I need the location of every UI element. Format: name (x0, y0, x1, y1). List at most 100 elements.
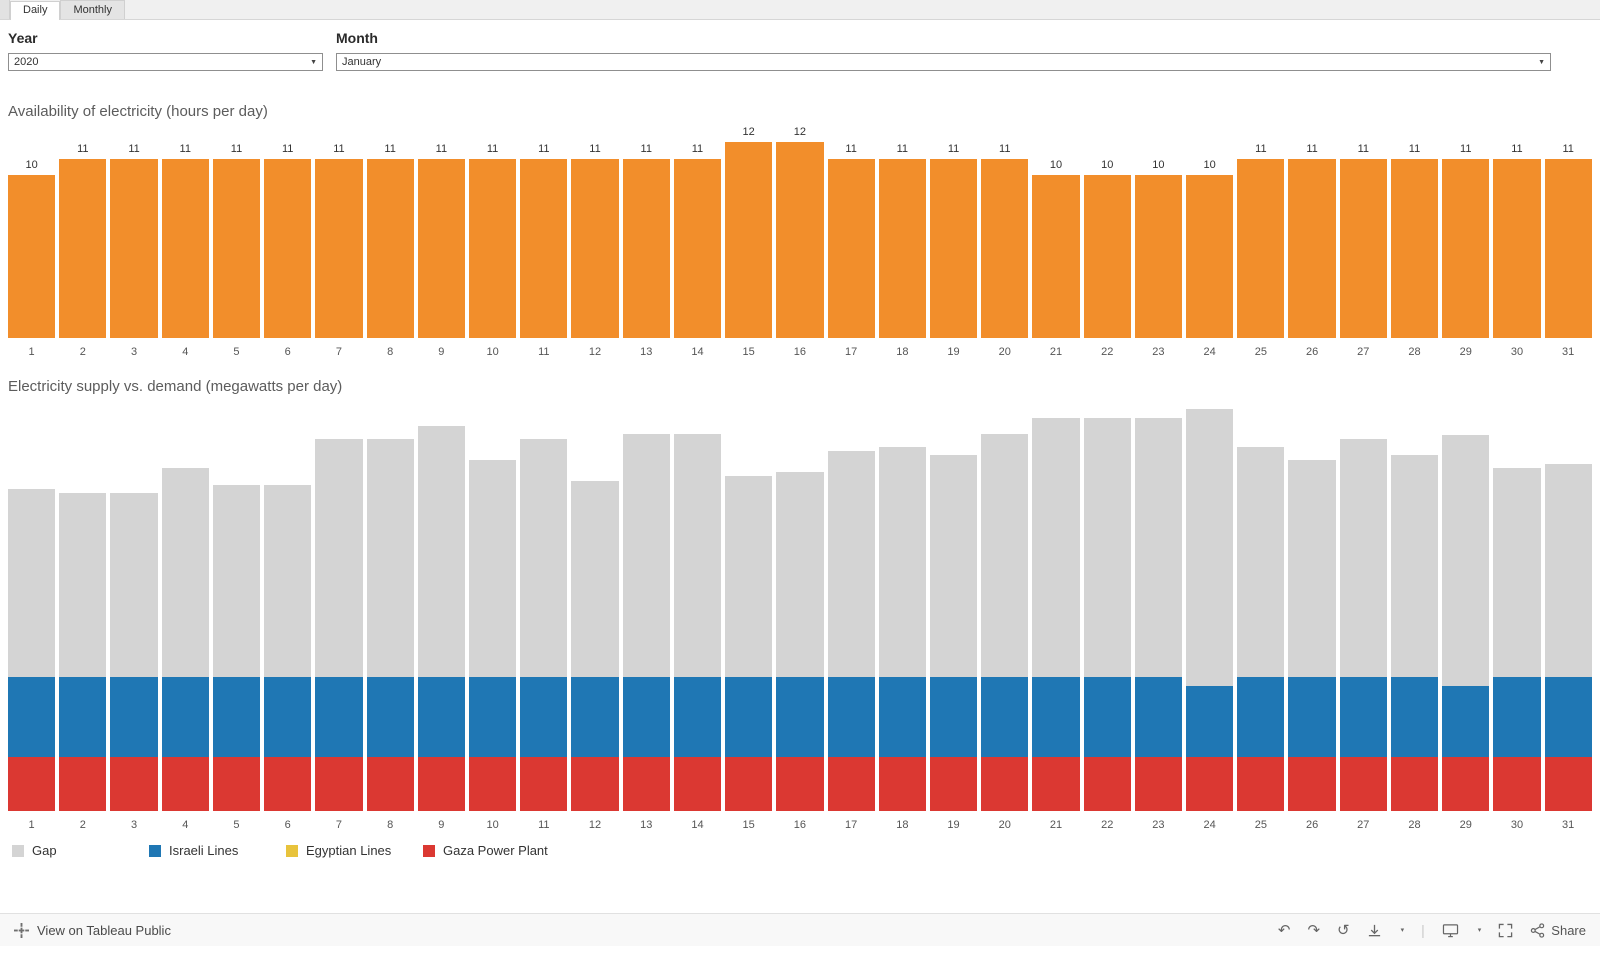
share-button[interactable]: Share (1530, 923, 1586, 938)
hours-bar[interactable] (1134, 175, 1183, 338)
hours-bar[interactable] (725, 142, 773, 338)
supply-bar[interactable] (571, 401, 619, 811)
supply-bar[interactable] (673, 401, 722, 811)
hours-bar[interactable] (1493, 159, 1541, 338)
day-axis-label: 21 (1049, 346, 1063, 358)
supply-bar[interactable] (1390, 401, 1439, 811)
bar-value-label: 11 (1511, 143, 1523, 155)
hours-bar[interactable] (110, 159, 158, 338)
hours-bar[interactable] (468, 159, 517, 338)
hours-bar[interactable] (1237, 159, 1285, 338)
view-on-tableau-public-link[interactable]: View on Tableau Public (14, 922, 171, 938)
segment-gaza-power-plant (1237, 756, 1285, 811)
supply-bar[interactable] (315, 401, 363, 811)
caret-down-icon[interactable]: ▾ (1477, 927, 1482, 934)
supply-bar-group: 17 (827, 401, 875, 835)
supply-bar[interactable] (417, 401, 465, 811)
caret-down-icon[interactable]: ▾ (1400, 927, 1405, 934)
supply-bar[interactable] (1339, 401, 1387, 811)
hours-bar[interactable] (1390, 159, 1439, 338)
supply-bar[interactable] (929, 401, 978, 811)
segment-gaza-power-plant (725, 756, 773, 811)
supply-bar[interactable] (1544, 401, 1592, 811)
hours-bar[interactable] (981, 159, 1029, 338)
download-icon[interactable] (1367, 923, 1382, 938)
supply-bar[interactable] (981, 401, 1029, 811)
hours-bar[interactable] (1032, 175, 1080, 338)
hours-bar[interactable] (417, 159, 465, 338)
hours-bar[interactable] (622, 159, 670, 338)
hours-bar[interactable] (929, 159, 978, 338)
day-axis-label: 10 (486, 346, 499, 358)
hours-bar[interactable] (1442, 159, 1490, 338)
undo-icon[interactable]: ↶ (1277, 920, 1291, 939)
supply-bar[interactable] (1442, 401, 1490, 811)
hours-bar[interactable] (212, 159, 261, 338)
hours-bar[interactable] (520, 159, 568, 338)
hours-bar[interactable] (161, 159, 209, 338)
hours-bar[interactable] (366, 159, 414, 338)
hours-bar[interactable] (1339, 159, 1387, 338)
segment-gap (1288, 459, 1336, 678)
hours-bar[interactable] (776, 142, 824, 338)
day-axis-label: 29 (1459, 346, 1472, 358)
segment-gap (161, 467, 209, 678)
supply-bar[interactable] (827, 401, 875, 811)
hours-bar[interactable] (1288, 159, 1336, 338)
supply-bar[interactable] (622, 401, 670, 811)
hours-bar-group: 10 24 (1186, 159, 1234, 362)
supply-bar[interactable] (520, 401, 568, 811)
supply-bar[interactable] (468, 401, 517, 811)
supply-bar[interactable] (1288, 401, 1336, 811)
redo-icon[interactable]: ↷ (1307, 920, 1321, 939)
hours-bar[interactable] (827, 159, 875, 338)
segment-gaza-power-plant (366, 756, 414, 811)
supply-bar[interactable] (1493, 401, 1541, 811)
supply-bar[interactable] (776, 401, 824, 811)
supply-bar[interactable] (8, 401, 56, 811)
bar-value-label: 11 (947, 143, 960, 155)
month-select[interactable]: January ▼ (336, 53, 1551, 71)
bar-value-label: 11 (1408, 143, 1421, 155)
reset-icon[interactable]: ↺ (1337, 920, 1350, 939)
supply-bar[interactable] (161, 401, 209, 811)
hours-bar[interactable] (1544, 159, 1592, 338)
supply-bar[interactable] (1134, 401, 1183, 811)
hours-bar[interactable] (8, 175, 56, 338)
device-preview-icon[interactable] (1442, 923, 1459, 938)
tab-monthly[interactable]: Monthly (60, 0, 125, 19)
supply-bar[interactable] (264, 401, 312, 811)
supply-bar[interactable] (1237, 401, 1285, 811)
supply-bar-group: 4 (161, 401, 209, 835)
hours-bar[interactable] (315, 159, 363, 338)
supply-bar[interactable] (1186, 401, 1234, 811)
hours-bar[interactable] (571, 159, 619, 338)
bar-value-label: 10 (25, 159, 38, 171)
fullscreen-icon[interactable] (1498, 923, 1513, 938)
day-axis-label: 6 (284, 819, 291, 831)
hours-bar[interactable] (878, 159, 926, 338)
hours-bar[interactable] (1083, 175, 1131, 338)
supply-bar[interactable] (59, 401, 107, 811)
supply-bar[interactable] (1032, 401, 1080, 811)
segment-israeli-lines (59, 677, 107, 757)
tab-daily[interactable]: Daily (10, 1, 61, 20)
supply-bar[interactable] (878, 401, 926, 811)
tableau-dashboard: Daily Monthly Year 2020 ▼ Month January ▼… (0, 0, 1600, 938)
bar-value-label: 11 (1306, 143, 1318, 155)
year-select[interactable]: 2020 ▼ (8, 53, 323, 71)
supply-bar[interactable] (366, 401, 414, 811)
hours-bar-group: 11 9 (417, 143, 465, 362)
supply-bar[interactable] (725, 401, 773, 811)
segment-gaza-power-plant (468, 756, 517, 811)
supply-bar[interactable] (212, 401, 261, 811)
hours-bar[interactable] (264, 159, 312, 338)
hours-bar[interactable] (59, 159, 107, 338)
hours-bar-group: 11 3 (110, 143, 158, 362)
share-label: Share (1551, 922, 1586, 938)
day-axis-label: 2 (79, 819, 86, 831)
supply-bar[interactable] (110, 401, 158, 811)
hours-bar[interactable] (673, 159, 722, 338)
supply-bar[interactable] (1083, 401, 1131, 811)
hours-bar[interactable] (1186, 175, 1234, 338)
